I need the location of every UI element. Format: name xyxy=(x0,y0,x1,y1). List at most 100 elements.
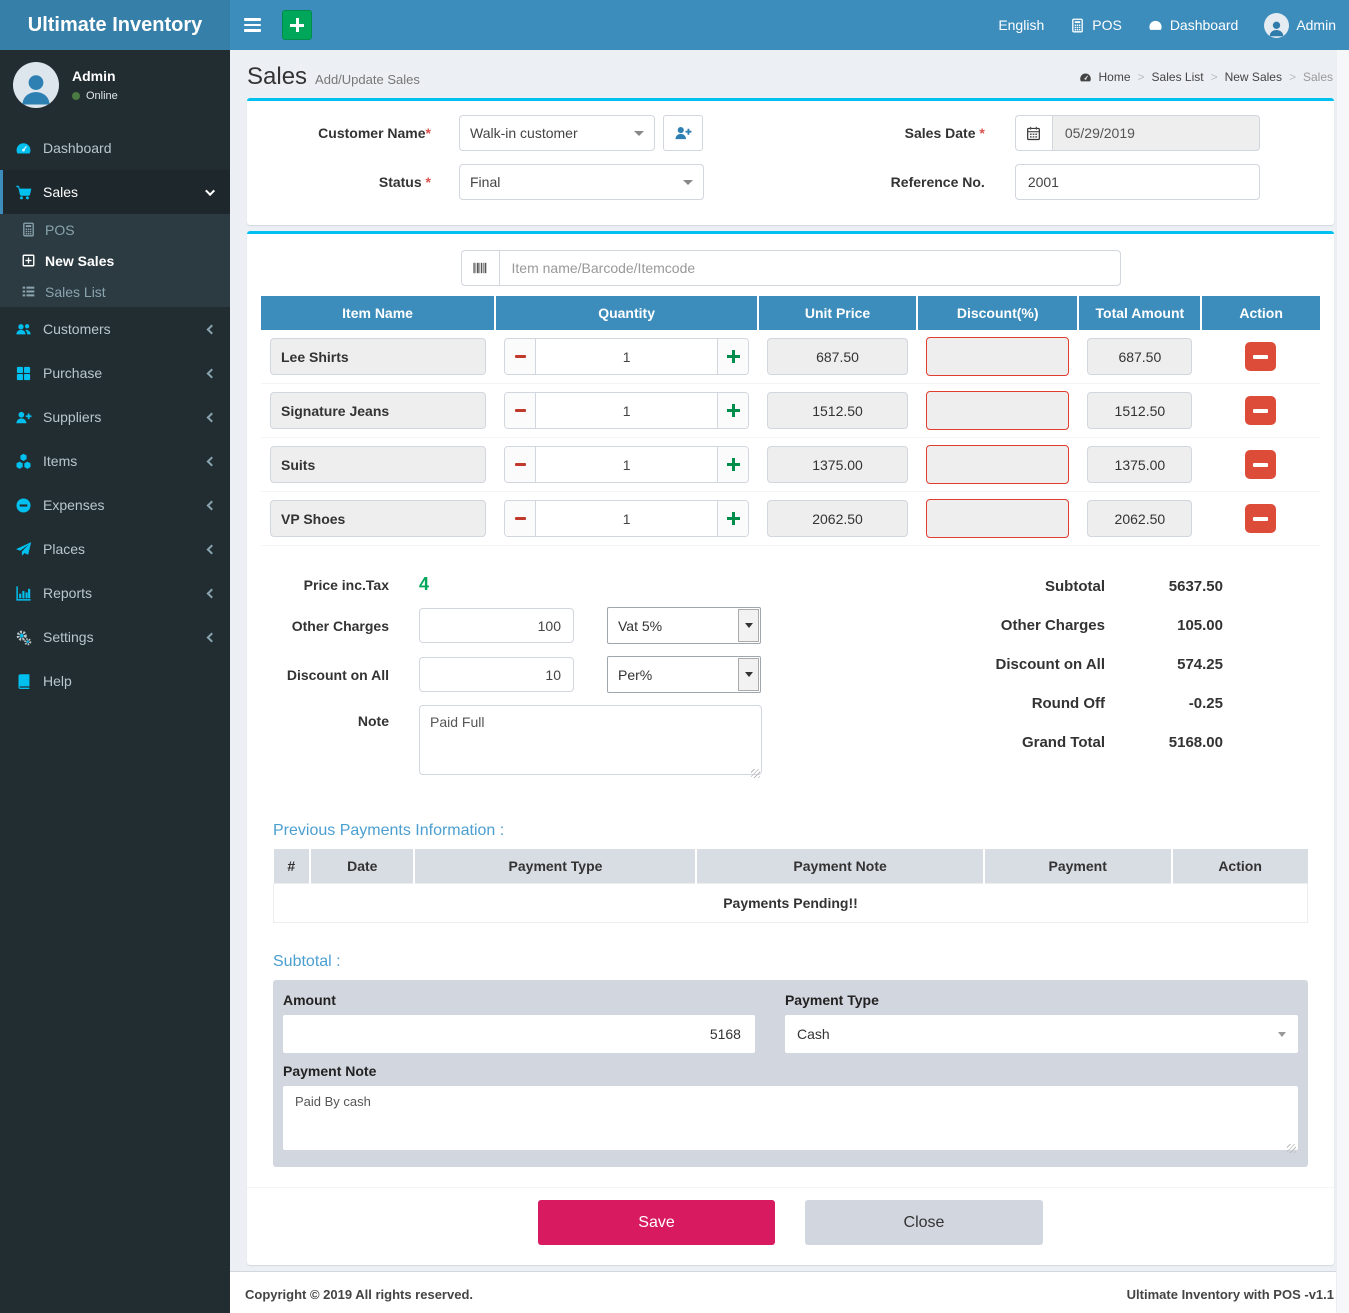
sidebar-item-new-sales[interactable]: New Sales xyxy=(0,245,230,276)
qty-decrease-button[interactable] xyxy=(505,339,537,374)
sidebar-item-suppliers[interactable]: Suppliers xyxy=(0,395,230,439)
payment-note-textarea[interactable]: Paid By cash xyxy=(283,1086,1298,1150)
quantity-stepper xyxy=(504,500,750,537)
sidebar-item-reports[interactable]: Reports xyxy=(0,571,230,615)
user-plus-icon xyxy=(15,409,32,426)
discount-input[interactable] xyxy=(925,499,1070,538)
customer-select[interactable]: Walk-in customer xyxy=(459,115,655,151)
close-button[interactable]: Close xyxy=(805,1200,1043,1245)
item-name-input[interactable] xyxy=(270,500,487,537)
status-select[interactable]: Final xyxy=(459,164,704,200)
sidebar-item-customers[interactable]: Customers xyxy=(0,307,230,351)
discount-input[interactable] xyxy=(925,391,1070,430)
footer-copyright: Copyright © 2019 All rights reserved. xyxy=(245,1287,474,1302)
unit-price-input[interactable] xyxy=(767,338,908,375)
item-name-input[interactable] xyxy=(270,446,487,483)
sidebar: Admin Online Dashboard Sales POS New Sal… xyxy=(0,50,230,1313)
qty-input[interactable] xyxy=(536,339,718,374)
unit-price-input[interactable] xyxy=(767,446,908,483)
qty-decrease-button[interactable] xyxy=(505,447,537,482)
sidebar-item-expenses[interactable]: Expenses xyxy=(0,483,230,527)
total-amount-input[interactable] xyxy=(1087,338,1193,375)
sidebar-item-sales-list[interactable]: Sales List xyxy=(0,276,230,307)
remove-item-button[interactable] xyxy=(1245,450,1277,479)
sidebar-item-places[interactable]: Places xyxy=(0,527,230,571)
discount-input[interactable] xyxy=(925,337,1070,376)
status-label: Status * xyxy=(378,174,431,190)
unit-price-input[interactable] xyxy=(767,392,908,429)
breadcrumb-new-sales[interactable]: New Sales xyxy=(1224,70,1282,84)
sidebar-item-purchase[interactable]: Purchase xyxy=(0,351,230,395)
discount-type-select[interactable]: Per% xyxy=(607,656,761,693)
page-subtitle: Add/Update Sales xyxy=(315,72,420,87)
price-inc-tax-label: Price inc.Tax xyxy=(303,576,389,593)
item-name-input[interactable] xyxy=(270,338,487,375)
calendar-icon[interactable] xyxy=(1014,115,1052,151)
note-textarea[interactable]: Paid Full xyxy=(419,705,762,775)
total-amount-input[interactable] xyxy=(1087,500,1193,537)
dropdown-arrow-icon xyxy=(738,609,759,642)
item-search-input[interactable] xyxy=(498,250,1121,286)
quick-add-button[interactable] xyxy=(282,10,312,40)
sidebar-toggle-button[interactable] xyxy=(230,0,274,50)
discount-on-all-input[interactable] xyxy=(419,657,574,692)
page-scrollbar[interactable] xyxy=(1336,50,1349,1313)
app-logo[interactable]: Ultimate Inventory xyxy=(0,0,230,50)
nav-pos[interactable]: POS xyxy=(1057,0,1135,50)
sidebar-item-dashboard[interactable]: Dashboard xyxy=(0,126,230,170)
sidebar-item-items[interactable]: Items xyxy=(0,439,230,483)
total-amount-input[interactable] xyxy=(1087,446,1193,483)
total-amount-input[interactable] xyxy=(1087,392,1193,429)
qty-input[interactable] xyxy=(536,501,718,536)
item-name-input[interactable] xyxy=(270,392,487,429)
add-customer-button[interactable] xyxy=(663,115,703,151)
minus-circle-icon xyxy=(15,497,32,514)
quantity-stepper xyxy=(504,338,750,375)
nav-dashboard[interactable]: Dashboard xyxy=(1135,0,1252,50)
col-number: # xyxy=(273,849,312,884)
discount-input[interactable] xyxy=(925,445,1070,484)
chevron-left-icon xyxy=(206,544,217,554)
quantity-stepper xyxy=(504,392,750,429)
breadcrumb-sales-list[interactable]: Sales List xyxy=(1151,70,1204,84)
user-plus-icon xyxy=(674,124,692,142)
qty-increase-button[interactable] xyxy=(717,339,749,374)
nav-language[interactable]: English xyxy=(998,17,1045,33)
grid-icon xyxy=(15,365,32,382)
footer-version: Ultimate Inventory with POS -v1.1 xyxy=(1126,1287,1334,1302)
sidebar-item-settings[interactable]: Settings xyxy=(0,615,230,659)
other-charges-input[interactable] xyxy=(419,608,574,643)
col-unit-price: Unit Price xyxy=(758,296,918,330)
sales-date-input[interactable] xyxy=(1051,115,1260,151)
remove-item-button[interactable] xyxy=(1245,342,1277,371)
user-avatar xyxy=(1264,12,1290,38)
remove-item-button[interactable] xyxy=(1245,396,1277,425)
qty-increase-button[interactable] xyxy=(717,393,749,428)
dashboard-icon xyxy=(1079,71,1092,84)
remove-item-button[interactable] xyxy=(1245,504,1277,533)
sidebar-user-panel: Admin Online xyxy=(0,50,230,120)
qty-decrease-button[interactable] xyxy=(505,393,537,428)
users-icon xyxy=(15,321,32,338)
other-charges-type-select[interactable]: Vat 5% xyxy=(607,607,761,644)
other-charges-total-value: 105.00 xyxy=(1177,617,1223,634)
save-button[interactable]: Save xyxy=(538,1200,775,1245)
other-charges-label: Other Charges xyxy=(291,617,389,634)
qty-input[interactable] xyxy=(536,447,718,482)
qty-input[interactable] xyxy=(536,393,718,428)
sidebar-item-help[interactable]: Help xyxy=(0,659,230,703)
qty-increase-button[interactable] xyxy=(717,447,749,482)
payment-type-select[interactable]: Cash xyxy=(784,1015,1298,1053)
breadcrumb-home[interactable]: Home xyxy=(1098,70,1131,84)
col-payment: Payment xyxy=(983,849,1173,884)
sidebar-item-sales[interactable]: Sales xyxy=(0,170,230,214)
qty-increase-button[interactable] xyxy=(717,501,749,536)
nav-user-menu[interactable]: Admin xyxy=(1251,0,1349,50)
amount-input[interactable] xyxy=(283,1015,755,1053)
unit-price-input[interactable] xyxy=(767,500,908,537)
online-status-dot xyxy=(72,92,80,100)
qty-decrease-button[interactable] xyxy=(505,501,537,536)
reference-no-input[interactable] xyxy=(1014,164,1260,200)
chevron-left-icon xyxy=(206,632,217,642)
sidebar-item-pos[interactable]: POS xyxy=(0,214,230,245)
